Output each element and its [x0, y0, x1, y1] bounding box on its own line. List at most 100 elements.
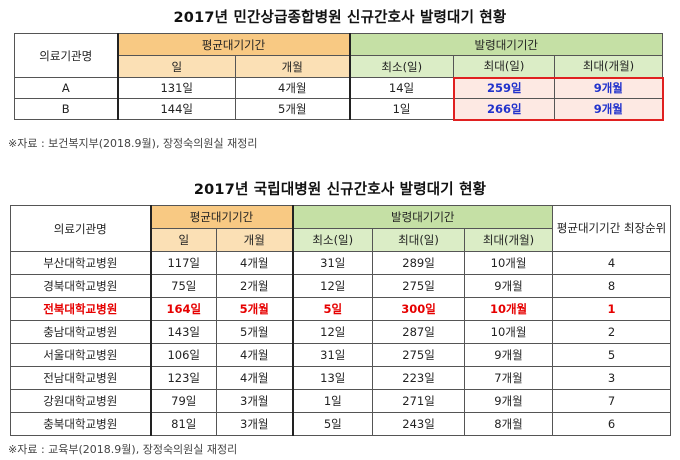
cell-name: B [14, 98, 118, 120]
header-appoint-wait: 발령대기기간 [348, 33, 664, 56]
cell-avg-day: 123일 [149, 366, 217, 390]
cell-max-month: 9개월 [464, 343, 554, 367]
cell-min-day: 5일 [291, 297, 374, 321]
cell-max-day: 259일 [452, 76, 556, 99]
cell-avg-day: 81일 [149, 412, 217, 436]
cell-avg-day: 144일 [116, 98, 236, 120]
cell-max-month: 9개월 [464, 389, 554, 413]
cell-min-day: 12일 [291, 320, 374, 344]
cell-max-month: 9개월 [554, 98, 664, 121]
cell-rank: 1 [552, 297, 672, 321]
header-max-month: 최대(개월) [554, 55, 664, 78]
table-row: 전남대학교병원 123일 4개월 13일 223일 7개월 3 [10, 366, 672, 390]
cell-min-day: 5일 [291, 412, 374, 436]
cell-avg-day: 79일 [149, 389, 217, 413]
cell-max-day: 243일 [372, 412, 466, 436]
table2-source-note: ※자료 : 교육부(2018.9월), 장정숙의원실 재정리 [8, 443, 238, 456]
cell-avg-month: 4개월 [215, 366, 294, 390]
header-min-day: 최소(일) [348, 55, 455, 78]
header-max-day: 최대(일) [372, 228, 466, 252]
table-row: 강원대학교병원 79일 3개월 1일 271일 9개월 7 [10, 389, 672, 413]
cell-name: 경북대학교병원 [10, 274, 151, 298]
cell-avg-month: 5개월 [215, 320, 294, 344]
cell-avg-day: 106일 [149, 343, 217, 367]
cell-avg-month: 5개월 [234, 98, 351, 120]
cell-avg-month: 4개월 [215, 251, 294, 275]
cell-max-day: 287일 [372, 320, 466, 344]
cell-rank: 8 [552, 274, 672, 298]
cell-name: 서울대학교병원 [10, 343, 151, 367]
header-day: 일 [116, 55, 236, 78]
private-hospital-table: 의료기관명 평균대기기간 발령대기기간 일 개월 최소(일) 최대(일) 최대(… [14, 33, 664, 121]
national-hospital-table: 의료기관명 평균대기기간 발령대기기간 평균대기기간 최장순위 일 개월 최소(… [10, 205, 672, 436]
cell-rank: 6 [552, 412, 672, 436]
cell-min-day: 14일 [348, 77, 455, 99]
cell-min-day: 31일 [291, 343, 374, 367]
header-month: 개월 [215, 228, 294, 252]
table-row: 경북대학교병원 75일 2개월 12일 275일 9개월 8 [10, 274, 672, 298]
cell-avg-month: 2개월 [215, 274, 294, 298]
cell-max-day: 289일 [372, 251, 466, 275]
cell-avg-day: 75일 [149, 274, 217, 298]
table-row: A 131일 4개월 14일 259일 9개월 [14, 76, 664, 99]
cell-name: 부산대학교병원 [10, 251, 151, 275]
header-institution: 의료기관명 [10, 205, 151, 252]
table-row: 전북대학교병원 164일 5개월 5일 300일 10개월 1 [10, 297, 672, 321]
table-row: 부산대학교병원 117일 4개월 31일 289일 10개월 4 [10, 251, 672, 275]
cell-min-day: 31일 [291, 251, 374, 275]
cell-max-day: 266일 [452, 98, 556, 121]
cell-max-day: 300일 [372, 297, 466, 321]
cell-min-day: 12일 [291, 274, 374, 298]
cell-name: 강원대학교병원 [10, 389, 151, 413]
cell-avg-day: 117일 [149, 251, 217, 275]
cell-max-month: 10개월 [464, 297, 554, 321]
header-min-day: 최소(일) [291, 228, 374, 252]
cell-rank: 5 [552, 343, 672, 367]
cell-rank: 2 [552, 320, 672, 344]
cell-name: 전북대학교병원 [10, 297, 151, 321]
cell-avg-month: 4개월 [234, 77, 351, 99]
table-row: 충북대학교병원 81일 3개월 5일 243일 8개월 6 [10, 412, 672, 436]
cell-name: 충북대학교병원 [10, 412, 151, 436]
cell-rank: 7 [552, 389, 672, 413]
cell-max-month: 10개월 [464, 251, 554, 275]
table2-title: 2017년 국립대병원 신규간호사 발령대기 현황 [193, 182, 487, 198]
table-row: B 144일 5개월 1일 266일 9개월 [14, 98, 664, 121]
cell-avg-day: 164일 [149, 297, 217, 321]
cell-max-day: 271일 [372, 389, 466, 413]
cell-avg-day: 143일 [149, 320, 217, 344]
header-max-month: 최대(개월) [464, 228, 554, 252]
cell-max-month: 7개월 [464, 366, 554, 390]
cell-rank: 3 [552, 366, 672, 390]
header-avg-wait: 평균대기기간 [149, 205, 294, 229]
header-avg-wait: 평균대기기간 [116, 33, 351, 56]
header-institution: 의료기관명 [14, 33, 118, 78]
cell-max-month: 9개월 [464, 274, 554, 298]
cell-max-day: 275일 [372, 343, 466, 367]
header-month: 개월 [234, 55, 351, 78]
header-max-day: 최대(일) [453, 55, 556, 78]
cell-max-day: 275일 [372, 274, 466, 298]
table-row: 서울대학교병원 106일 4개월 31일 275일 9개월 5 [10, 343, 672, 367]
cell-rank: 4 [552, 251, 672, 275]
header-appoint-wait: 발령대기기간 [291, 205, 554, 229]
cell-max-month: 9개월 [554, 76, 664, 99]
cell-avg-month: 5개월 [215, 297, 294, 321]
cell-max-month: 10개월 [464, 320, 554, 344]
cell-min-day: 13일 [291, 366, 374, 390]
cell-max-month: 8개월 [464, 412, 554, 436]
cell-name: 전남대학교병원 [10, 366, 151, 390]
cell-max-day: 223일 [372, 366, 466, 390]
cell-min-day: 1일 [348, 98, 455, 120]
cell-name: A [14, 77, 118, 99]
cell-avg-month: 3개월 [215, 412, 294, 436]
cell-avg-day: 131일 [116, 77, 236, 99]
table-row: 충남대학교병원 143일 5개월 12일 287일 10개월 2 [10, 320, 672, 344]
cell-name: 충남대학교병원 [10, 320, 151, 344]
cell-avg-month: 3개월 [215, 389, 294, 413]
header-rank: 평균대기기간 최장순위 [552, 205, 672, 252]
table1-source-note: ※자료 : 보건복지부(2018.9월), 장정숙의원실 재정리 [8, 137, 258, 150]
cell-min-day: 1일 [291, 389, 374, 413]
cell-avg-month: 4개월 [215, 343, 294, 367]
table1-title: 2017년 민간상급종합병원 신규간호사 발령대기 현황 [173, 10, 507, 26]
